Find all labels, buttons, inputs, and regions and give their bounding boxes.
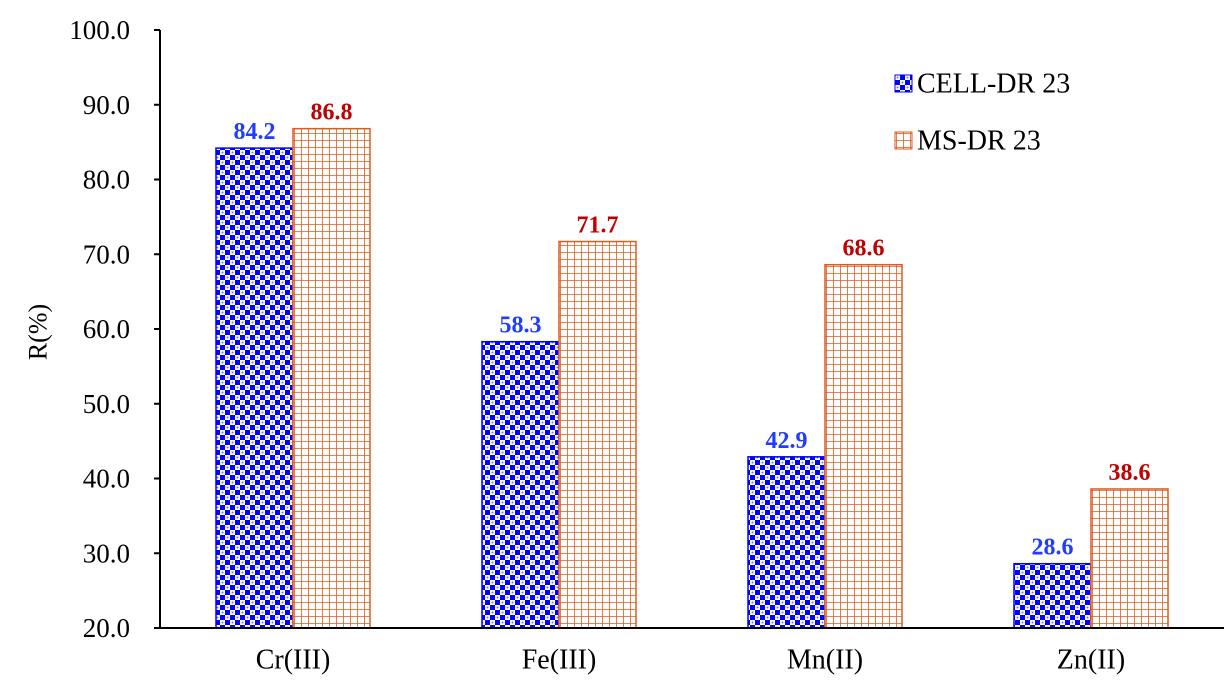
y-tick-label: 100.0 bbox=[69, 15, 130, 45]
bar-ms-dr-23 bbox=[824, 263, 903, 629]
bar-ms-dr-23 bbox=[1090, 488, 1169, 629]
y-tick-label: 50.0 bbox=[83, 389, 130, 419]
bar-value-label: 71.7 bbox=[577, 213, 619, 239]
legend: CELL-DR 23 MS-DR 23 bbox=[894, 69, 1070, 157]
bar-value-label: 28.6 bbox=[1032, 535, 1074, 561]
bar-value-label: 86.8 bbox=[311, 100, 353, 126]
bar-value-label: 58.3 bbox=[500, 313, 542, 339]
y-tick-label: 70.0 bbox=[83, 239, 130, 269]
x-tick-label: Cr(III) bbox=[256, 645, 331, 676]
legend-label-ms-dr-23: MS-DR 23 bbox=[917, 126, 1041, 157]
bar-value-label: 38.6 bbox=[1109, 460, 1151, 486]
bar-value-label: 84.2 bbox=[234, 119, 276, 145]
x-axis-tick-labels: Cr(III) Fe(III) Mn(II) Zn(II) bbox=[256, 645, 1126, 676]
x-tick-label: Mn(II) bbox=[787, 645, 863, 676]
bar-value-label: 68.6 bbox=[843, 236, 885, 262]
bar-cell-dr-23 bbox=[215, 147, 294, 629]
y-tick-label: 60.0 bbox=[83, 314, 130, 344]
y-axis-label: R(%) bbox=[24, 304, 53, 360]
bar-cell-dr-23 bbox=[1013, 562, 1092, 629]
legend-label-cell-dr-23: CELL-DR 23 bbox=[917, 69, 1070, 100]
legend-item-cell-dr-23: CELL-DR 23 bbox=[894, 69, 1070, 100]
y-tick-label: 20.0 bbox=[83, 613, 130, 643]
y-tick-label: 90.0 bbox=[83, 90, 130, 120]
y-tick-label: 80.0 bbox=[83, 165, 130, 195]
bar-value-labels: 84.2 86.8 58.3 71.7 42.9 68.6 28.6 38.6 bbox=[234, 100, 1151, 561]
bar-ms-dr-23 bbox=[558, 240, 637, 629]
bars bbox=[215, 127, 1169, 629]
legend-swatch-cell-dr-23 bbox=[894, 74, 913, 93]
y-tick-label: 40.0 bbox=[83, 464, 130, 494]
bar-ms-dr-23 bbox=[292, 127, 371, 629]
legend-swatch-ms-dr-23 bbox=[894, 131, 913, 150]
bar-cell-dr-23 bbox=[481, 340, 560, 629]
bar-cell-dr-23 bbox=[747, 456, 826, 629]
bar-value-label: 42.9 bbox=[766, 428, 808, 454]
x-tick-label: Zn(II) bbox=[1057, 645, 1125, 676]
legend-item-ms-dr-23: MS-DR 23 bbox=[894, 126, 1041, 157]
x-tick-label: Fe(III) bbox=[522, 645, 597, 676]
y-tick-label: 30.0 bbox=[83, 538, 130, 568]
y-axis-ticks: 20.0 30.0 40.0 50.0 60.0 70.0 80.0 90.0 100.0 bbox=[69, 15, 160, 643]
